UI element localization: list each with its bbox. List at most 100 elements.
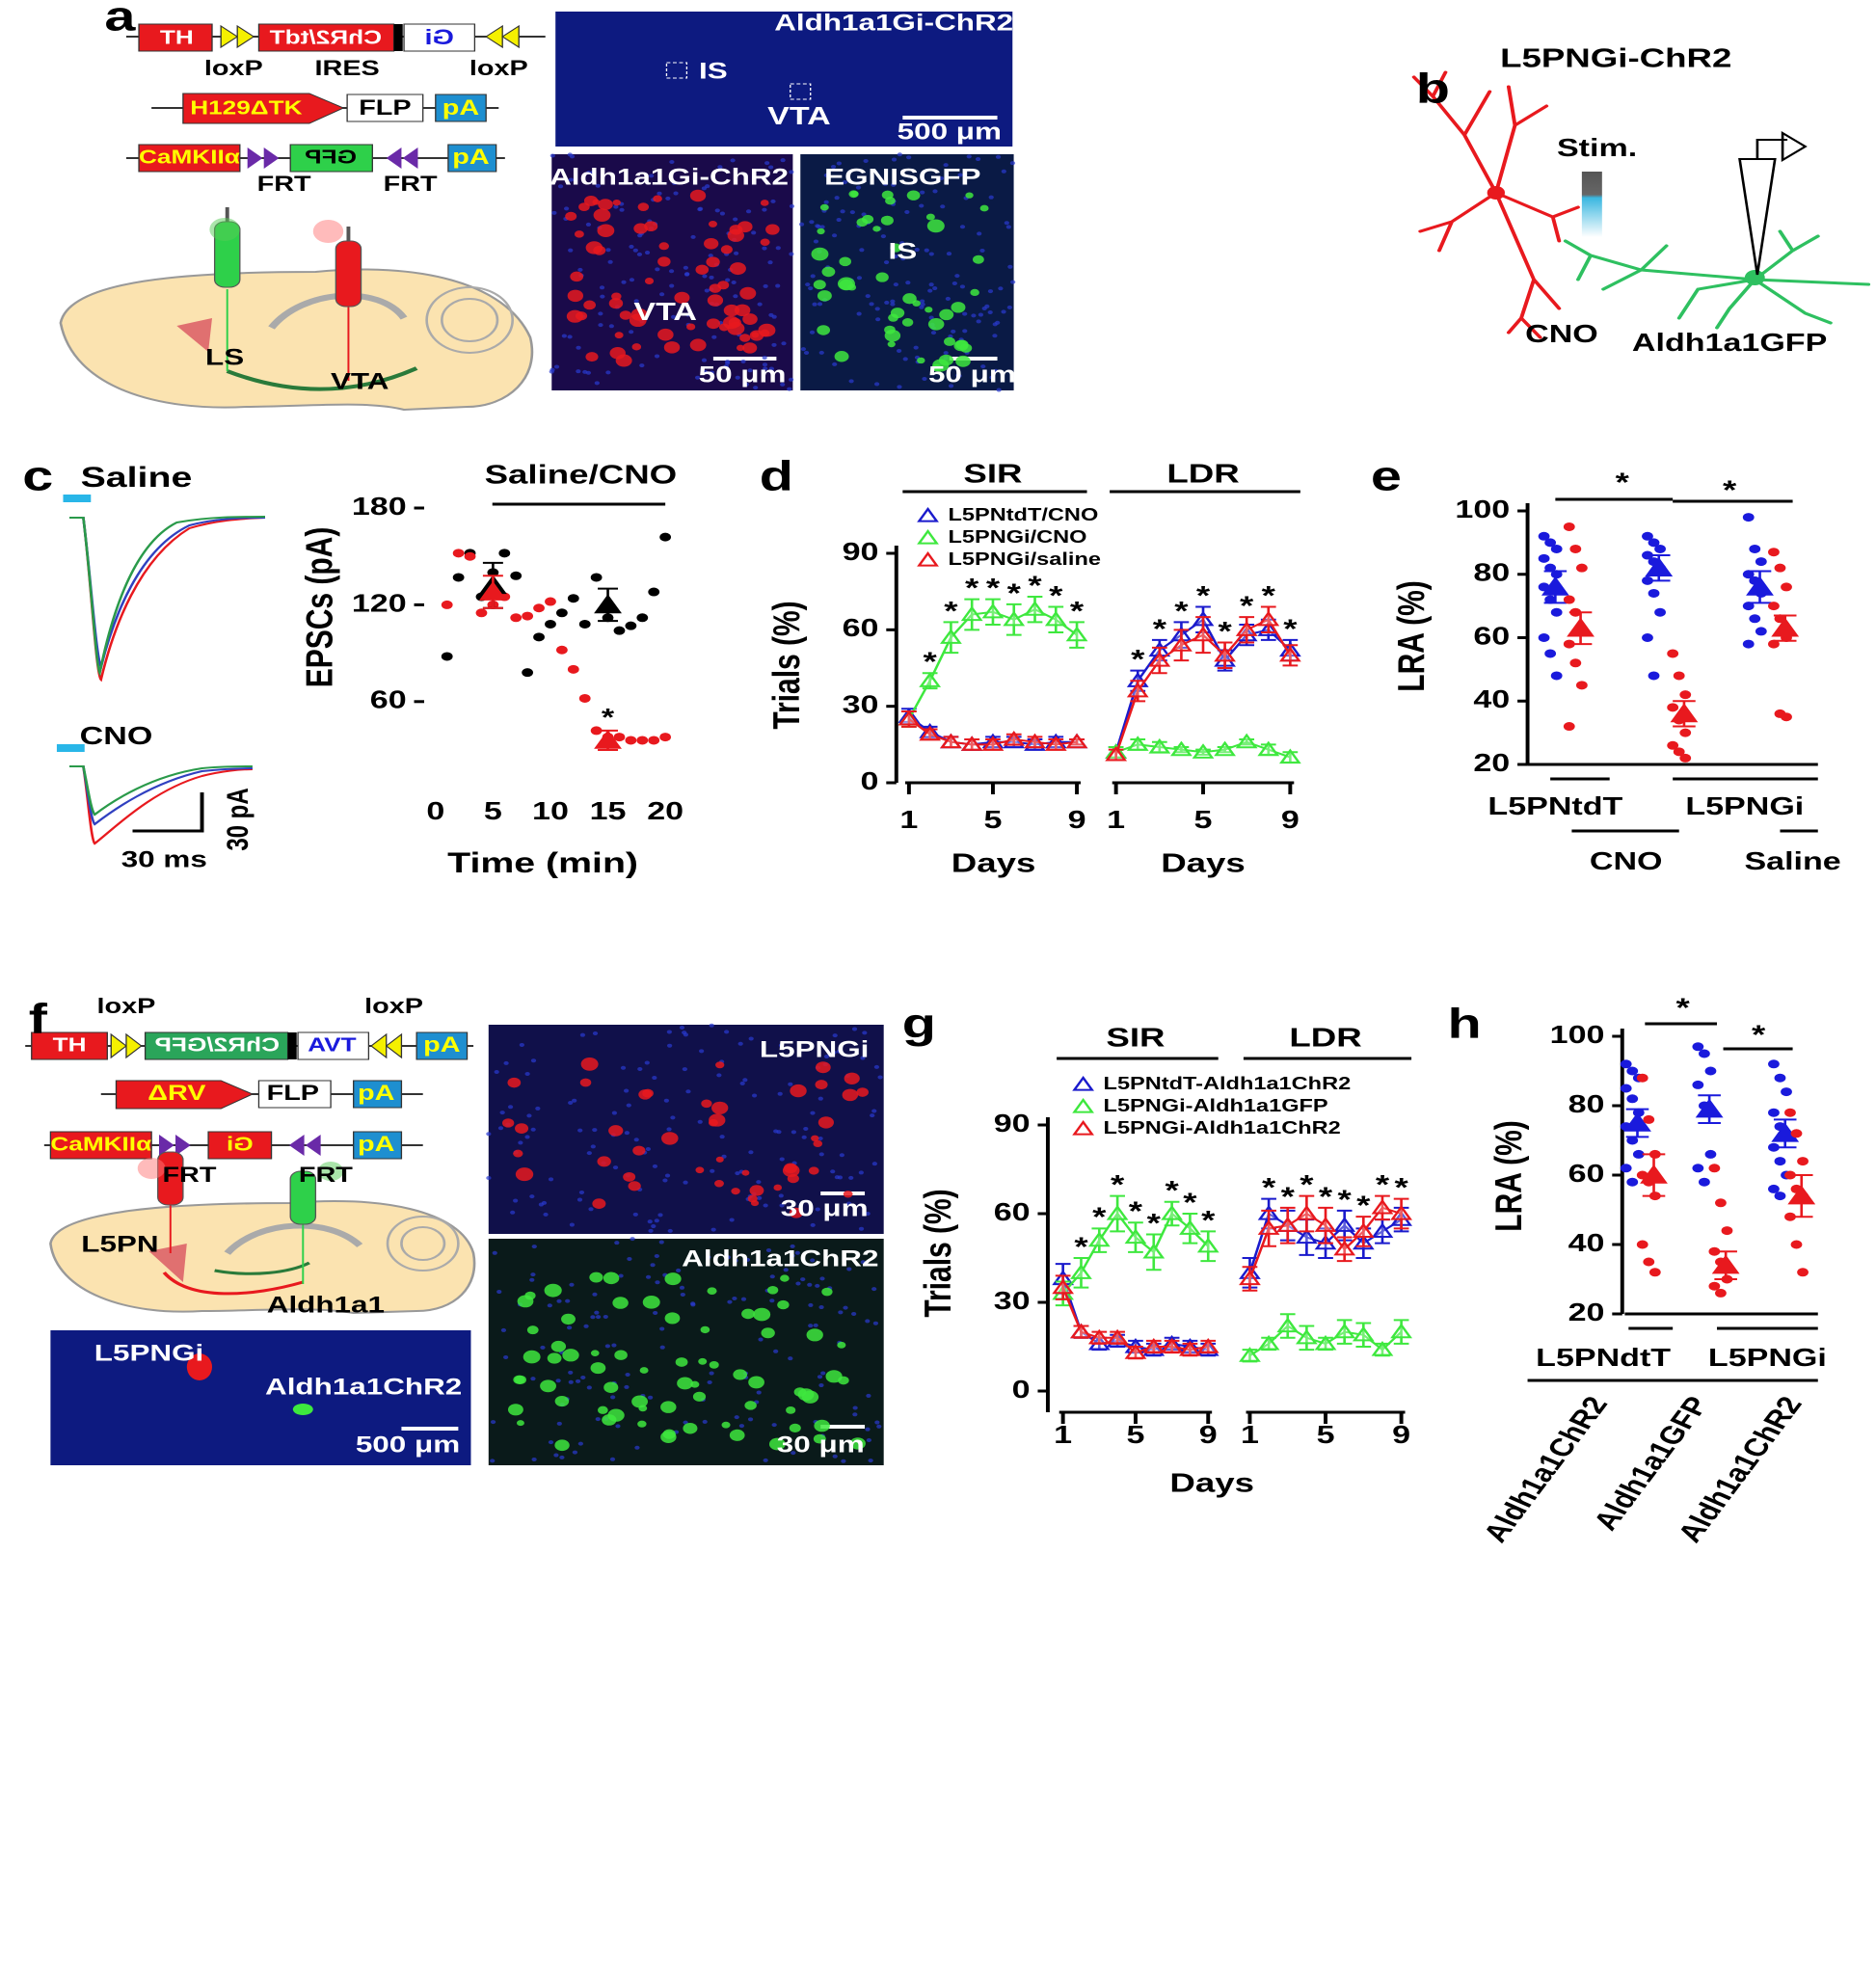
nucleus xyxy=(832,1454,838,1459)
cell xyxy=(741,1169,750,1176)
point xyxy=(919,725,942,741)
point xyxy=(1768,602,1780,611)
cell xyxy=(927,317,945,331)
label: loxP xyxy=(204,57,263,80)
nucleus xyxy=(788,1082,793,1086)
nucleus xyxy=(733,1258,738,1263)
nucleus xyxy=(684,272,690,277)
nucleus xyxy=(709,275,714,280)
point xyxy=(1295,1328,1318,1345)
significance: * xyxy=(1049,579,1063,610)
point xyxy=(1575,563,1588,573)
cell xyxy=(663,341,681,354)
cell xyxy=(639,1367,649,1374)
cell xyxy=(955,355,971,367)
cell xyxy=(875,272,889,282)
cell xyxy=(526,1325,539,1335)
cell xyxy=(739,334,751,342)
nucleus xyxy=(820,1371,826,1376)
nucleus xyxy=(748,1150,754,1155)
label: IS xyxy=(699,58,728,84)
nucleus xyxy=(620,1065,627,1070)
point xyxy=(636,613,649,623)
nucleus xyxy=(747,1417,754,1422)
nucleus xyxy=(685,1089,691,1094)
micrograph xyxy=(488,1025,884,1234)
nucleus xyxy=(633,299,639,304)
cell xyxy=(906,190,921,201)
cell xyxy=(544,1283,562,1298)
nucleus xyxy=(735,1171,740,1176)
cell xyxy=(789,1207,804,1218)
panel-label: c xyxy=(22,452,53,499)
cell xyxy=(721,1421,731,1429)
nucleus xyxy=(893,282,898,287)
nucleus xyxy=(818,1383,824,1388)
point xyxy=(441,652,453,661)
significance: * xyxy=(1675,992,1690,1023)
point xyxy=(1170,636,1193,652)
nucleus xyxy=(762,207,767,212)
cell xyxy=(603,1381,619,1393)
cell xyxy=(839,256,851,267)
point xyxy=(1704,1149,1717,1159)
point xyxy=(545,597,556,606)
point xyxy=(1239,1270,1261,1286)
point xyxy=(981,736,1005,751)
nucleus xyxy=(568,1379,574,1384)
nucleus xyxy=(670,314,677,319)
point xyxy=(1044,736,1067,751)
nucleus xyxy=(670,1115,676,1120)
mean-marker xyxy=(1645,557,1674,576)
y-tick-label: 80 xyxy=(1568,1091,1605,1118)
significance: * xyxy=(924,646,938,677)
cell xyxy=(729,262,746,276)
y-tick-label: 40 xyxy=(1568,1230,1605,1257)
error-bar xyxy=(1279,1206,1296,1245)
cell xyxy=(811,247,829,261)
cell xyxy=(717,281,730,290)
nucleus xyxy=(865,294,871,299)
nucleus xyxy=(874,1420,880,1425)
point xyxy=(1124,1228,1147,1245)
point xyxy=(1192,743,1215,759)
brain-diagram xyxy=(49,1151,476,1315)
nucleus xyxy=(671,180,678,185)
nucleus xyxy=(779,1157,785,1162)
point xyxy=(898,709,921,726)
cell xyxy=(751,332,760,338)
nucleus xyxy=(592,1292,598,1297)
nucleus xyxy=(1006,305,1012,309)
nucleus xyxy=(830,165,837,170)
nucleus xyxy=(1010,280,1016,284)
x-tick-label: 9 xyxy=(1392,1422,1410,1449)
nucleus xyxy=(654,1218,659,1223)
cell xyxy=(817,325,831,335)
nucleus xyxy=(709,1371,714,1376)
nucleus xyxy=(630,1237,635,1242)
cell xyxy=(760,200,769,206)
nucleus xyxy=(1009,161,1016,166)
significance: * xyxy=(1201,1204,1216,1235)
error-bar xyxy=(1110,1194,1125,1233)
nucleus xyxy=(645,1147,652,1152)
cell xyxy=(736,344,745,352)
nucleus xyxy=(779,1203,785,1208)
nucleus xyxy=(535,1106,541,1111)
cell xyxy=(813,1139,823,1148)
nucleus xyxy=(778,1043,785,1048)
nucleus xyxy=(592,1128,598,1133)
nucleus xyxy=(869,302,874,307)
nucleus xyxy=(817,1137,823,1141)
label: Gi xyxy=(425,26,454,49)
cell xyxy=(690,1380,700,1388)
nucleus xyxy=(800,1277,806,1282)
nucleus xyxy=(920,190,925,195)
cell xyxy=(817,290,832,302)
cell xyxy=(700,1325,710,1334)
nucleus xyxy=(928,315,934,320)
nucleus xyxy=(659,1326,665,1331)
nucleus xyxy=(788,1356,793,1361)
y-tick-label: 60 xyxy=(843,615,879,642)
mean-marker xyxy=(1771,617,1800,637)
